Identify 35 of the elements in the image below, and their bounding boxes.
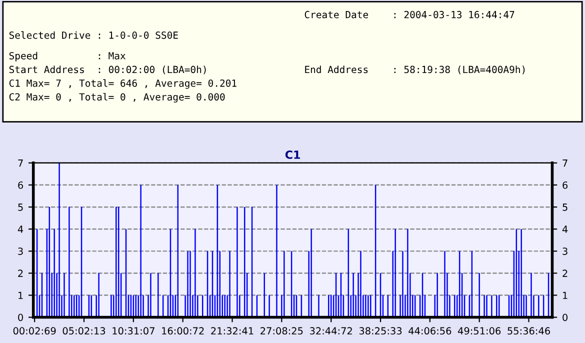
y-tick-label: 6 [18,181,24,189]
y2-tick-label: 2 [562,270,568,277]
text: C2 Max= 0 , Total= 0 , Average= 0.000 [9,92,225,103]
x-tick-label: 10:31:07 [112,327,154,335]
x-tick-label: 32:44:72 [310,327,352,335]
y2-tick-label: 0 [562,314,568,322]
x-tick-label: 38:25:33 [359,327,402,335]
y2-tick-label: 7 [562,160,568,167]
text: Create Date : 2004-03-13 16:44:47 [304,10,514,18]
text: Speed : Max [9,52,126,62]
y2-tick-label: 4 [562,226,568,233]
y-tick-label: 3 [18,248,23,255]
text: Selected Drive : 1-0-0-0 SS0E [9,31,178,39]
x-tick-label: 55:36:46 [508,327,550,335]
y-tick-label: 5 [18,204,23,211]
y-tick-label: 7 [18,160,23,167]
y2-tick-label: 1 [563,292,568,299]
y2-tick-label: 3 [562,248,568,255]
y-tick-label: 4 [18,226,24,233]
y2-tick-label: 6 [562,181,568,189]
x-tick-label: 05:02:13 [62,327,106,335]
text: Start Address : 00:02:00 (LBA=0h) [9,66,206,74]
text: C1 Max= 7 , Total= 646 , Average= 0.201 [9,79,236,89]
x-tick-label: 44:06:56 [408,327,452,335]
x-tick-label: 16:00:72 [162,327,204,335]
y2-tick-label: 5 [562,204,568,211]
y-tick-label: 2 [18,270,23,277]
x-tick-label: 21:32:41 [211,327,254,335]
x-tick-label: 49:51:06 [458,327,501,335]
chart-title: C1 [285,150,300,159]
y-tick-label: 1 [18,292,23,299]
x-tick-label: 27:08:25 [260,327,303,335]
x-tick-label: 00:02:69 [13,327,56,335]
text: End Address : 58:19:38 (LBA=400A9h) [305,66,525,74]
y-tick-label: 0 [18,314,23,322]
